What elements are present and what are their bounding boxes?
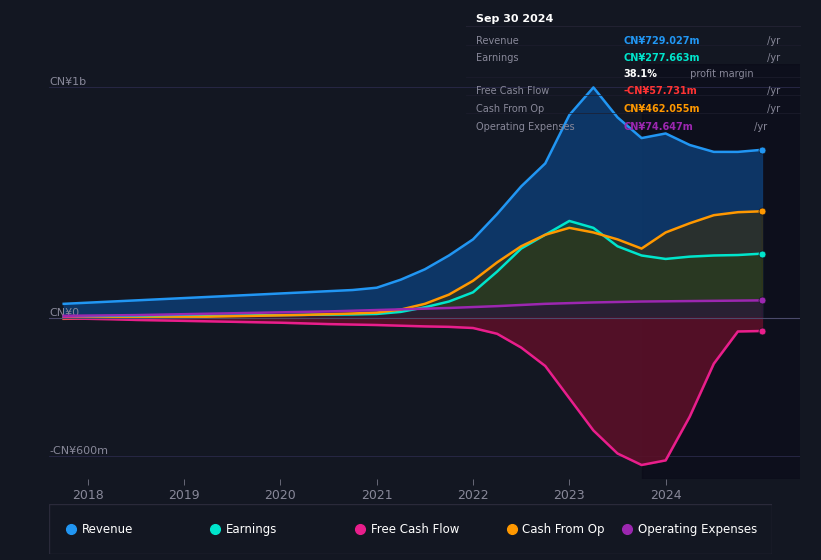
Text: Earnings: Earnings	[227, 522, 277, 536]
Text: profit margin: profit margin	[687, 69, 754, 78]
Text: CN¥729.027m: CN¥729.027m	[624, 36, 700, 46]
Text: CN¥462.055m: CN¥462.055m	[624, 104, 700, 114]
Text: CN¥74.647m: CN¥74.647m	[624, 122, 694, 132]
Text: CN¥277.663m: CN¥277.663m	[624, 54, 700, 63]
Text: CN¥0: CN¥0	[49, 307, 80, 318]
Text: /yr: /yr	[764, 54, 780, 63]
Text: Sep 30 2024: Sep 30 2024	[476, 15, 553, 25]
Text: Revenue: Revenue	[476, 36, 519, 46]
Text: /yr: /yr	[751, 122, 767, 132]
Text: Earnings: Earnings	[476, 54, 519, 63]
Text: Cash From Op: Cash From Op	[522, 522, 605, 536]
Bar	[641, 64, 810, 479]
Text: Free Cash Flow: Free Cash Flow	[476, 86, 549, 96]
Text: CN¥1b: CN¥1b	[49, 77, 86, 87]
Text: Operating Expenses: Operating Expenses	[638, 522, 757, 536]
Text: 38.1%: 38.1%	[624, 69, 658, 78]
Text: Operating Expenses: Operating Expenses	[476, 122, 575, 132]
Text: Cash From Op: Cash From Op	[476, 104, 544, 114]
Text: /yr: /yr	[764, 36, 780, 46]
Text: /yr: /yr	[764, 86, 780, 96]
Text: -CN¥57.731m: -CN¥57.731m	[624, 86, 698, 96]
Text: -CN¥600m: -CN¥600m	[49, 446, 108, 456]
Text: Revenue: Revenue	[82, 522, 133, 536]
Text: /yr: /yr	[764, 104, 780, 114]
Text: Free Cash Flow: Free Cash Flow	[371, 522, 459, 536]
